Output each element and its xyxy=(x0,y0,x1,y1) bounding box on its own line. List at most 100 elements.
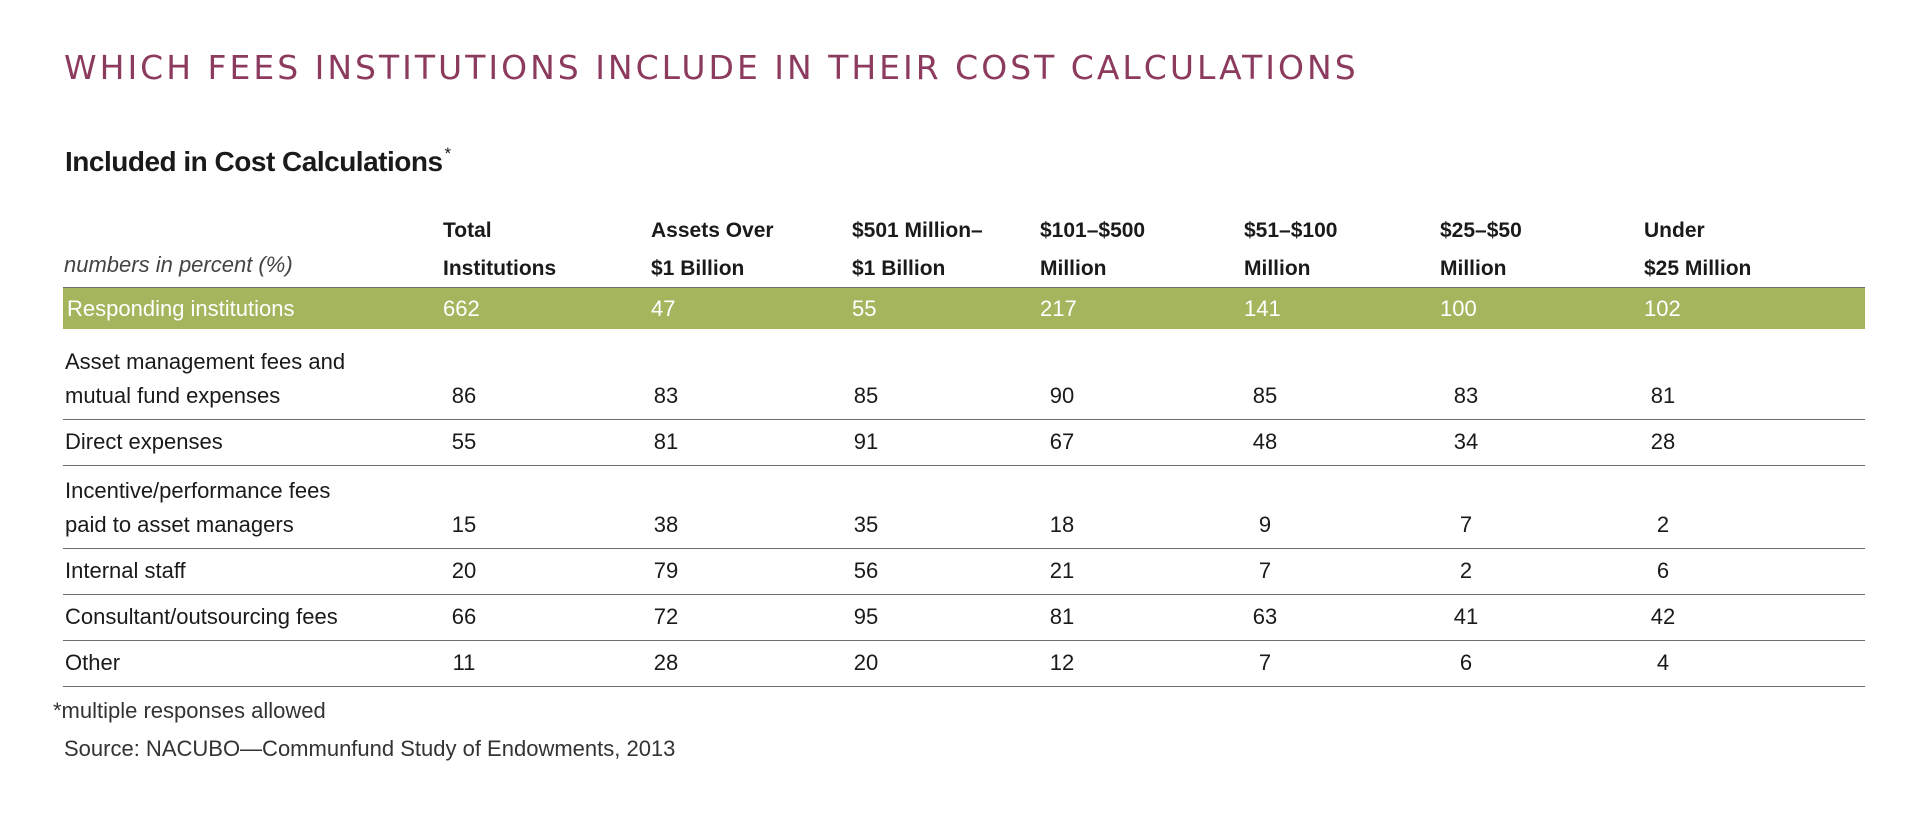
responding-value: 55 xyxy=(852,296,877,321)
column-header-5: $51–$100 Million xyxy=(1244,212,1337,288)
header-rule xyxy=(63,287,1865,288)
column-header-line1: Assets Over xyxy=(651,219,774,242)
table-cell: 28 xyxy=(653,650,679,675)
column-header-6: $25–$50 Million xyxy=(1440,212,1522,288)
table-cell: 20 xyxy=(451,558,477,583)
table-cell: 85 xyxy=(853,383,879,408)
source-note: Source: NACUBO—Communfund Study of Endow… xyxy=(64,736,676,761)
row-label-line: Direct expenses xyxy=(65,429,223,454)
table-cell: 34 xyxy=(1453,429,1479,454)
row-label-2: Direct expenses xyxy=(65,425,223,459)
row-divider xyxy=(63,548,1865,549)
column-header-line1: Total xyxy=(443,219,492,242)
column-header-line1: $51–$100 xyxy=(1244,219,1338,242)
row-label-1: Asset management fees and mutual fund exp… xyxy=(65,345,345,413)
table-cell: 28 xyxy=(1650,429,1676,454)
row-label-4: Internal staff xyxy=(65,554,186,588)
row-label-line: Other xyxy=(65,650,121,675)
table-title-text: Included in Cost Calculations xyxy=(65,146,443,177)
column-header-2: Assets Over $1 Billion xyxy=(651,212,774,288)
row-label-6: Other xyxy=(65,646,120,680)
column-header-line1: $101–$500 xyxy=(1040,219,1146,242)
table-cell: 21 xyxy=(1049,558,1075,583)
table-cell: 4 xyxy=(1656,650,1670,675)
column-header-line2: Million xyxy=(1440,257,1507,280)
table-cell: 7 xyxy=(1258,650,1272,675)
table-cell: 83 xyxy=(1453,383,1479,408)
table-cell: 20 xyxy=(853,650,879,675)
row-label-3: Incentive/performance fees paid to asset … xyxy=(65,474,330,542)
row-label-line: Consultant/outsourcing fees xyxy=(65,604,338,629)
table-cell: 7 xyxy=(1258,558,1272,583)
table-cell: 85 xyxy=(1252,383,1278,408)
column-header-line2: Million xyxy=(1244,257,1311,280)
table-cell: 56 xyxy=(853,558,879,583)
column-header-line2: $1 Billion xyxy=(651,257,745,280)
row-label-line: Incentive/performance fees xyxy=(65,478,331,503)
row-label-line: Asset management fees and xyxy=(65,349,346,374)
row-divider xyxy=(63,419,1865,420)
responding-value: 100 xyxy=(1440,296,1477,321)
responding-label: Responding institutions xyxy=(67,296,295,321)
table-cell: 91 xyxy=(853,429,879,454)
table-title-asterisk: * xyxy=(444,144,452,163)
column-header-3: $501 Million– $1 Billion xyxy=(852,212,983,288)
table-cell: 6 xyxy=(1459,650,1473,675)
responding-value: 102 xyxy=(1644,296,1681,321)
row-label-line: paid to asset managers xyxy=(65,512,294,537)
row-label-line: Internal staff xyxy=(65,558,186,583)
row-divider xyxy=(63,594,1865,595)
responding-band xyxy=(63,288,1865,329)
column-header-line1: Under xyxy=(1644,219,1705,242)
table-cell: 48 xyxy=(1252,429,1278,454)
footnote: *multiple responses allowed xyxy=(53,698,326,723)
table-cell: 63 xyxy=(1252,604,1278,629)
table-cell: 15 xyxy=(451,512,477,537)
page-title: WHICH FEES INSTITUTIONS INCLUDE IN THEIR… xyxy=(64,48,1359,87)
table-title: Included in Cost Calculations * xyxy=(65,144,451,178)
column-header-line2: Million xyxy=(1040,257,1107,280)
table-cell: 41 xyxy=(1453,604,1479,629)
column-header-line2: Institutions xyxy=(443,257,557,280)
table-cell: 2 xyxy=(1656,512,1670,537)
table-cell: 7 xyxy=(1459,512,1473,537)
column-header-line2: $25 Million xyxy=(1644,257,1752,280)
table-cell: 18 xyxy=(1049,512,1075,537)
table-cell: 81 xyxy=(653,429,679,454)
table-cell: 90 xyxy=(1049,383,1075,408)
responding-value: 47 xyxy=(651,296,676,321)
column-header-7: Under $25 Million xyxy=(1644,212,1751,288)
column-header-1: Total Institutions xyxy=(443,212,556,288)
responding-value: 217 xyxy=(1040,296,1077,321)
row-divider xyxy=(63,465,1865,466)
column-header-line1: $501 Million– xyxy=(852,219,983,242)
table-cell: 79 xyxy=(653,558,679,583)
table-cell: 9 xyxy=(1258,512,1272,537)
table-cell: 35 xyxy=(853,512,879,537)
row-divider xyxy=(63,640,1865,641)
responding-value: 141 xyxy=(1244,296,1281,321)
row-divider xyxy=(63,686,1865,687)
table-cell: 67 xyxy=(1049,429,1075,454)
table-cell: 42 xyxy=(1650,604,1676,629)
table-cell: 72 xyxy=(653,604,679,629)
unit-note: numbers in percent (%) xyxy=(64,252,293,277)
row-label-line: mutual fund expenses xyxy=(65,383,281,408)
column-header-line1: $25–$50 xyxy=(1440,219,1522,242)
table-cell: 55 xyxy=(451,429,477,454)
table-cell: 2 xyxy=(1459,558,1473,583)
responding-value: 662 xyxy=(443,296,480,321)
table-cell: 66 xyxy=(451,604,477,629)
column-header-4: $101–$500 Million xyxy=(1040,212,1145,288)
column-header-line2: $1 Billion xyxy=(852,257,946,280)
table-cell: 38 xyxy=(653,512,679,537)
table-cell: 6 xyxy=(1656,558,1670,583)
table-cell: 12 xyxy=(1049,650,1075,675)
table-cell: 81 xyxy=(1049,604,1075,629)
table-cell: 86 xyxy=(451,383,477,408)
table-cell: 83 xyxy=(653,383,679,408)
table-cell: 95 xyxy=(853,604,879,629)
table-cell: 11 xyxy=(452,650,476,675)
table-cell: 81 xyxy=(1650,383,1676,408)
row-label-5: Consultant/outsourcing fees xyxy=(65,600,338,634)
